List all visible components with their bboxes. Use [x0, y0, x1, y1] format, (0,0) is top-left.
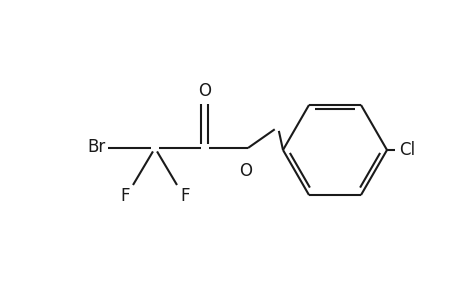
Text: O: O	[239, 162, 252, 180]
Text: Cl: Cl	[398, 141, 414, 159]
Text: F: F	[120, 187, 130, 205]
Text: Br: Br	[88, 138, 106, 156]
Text: F: F	[179, 187, 189, 205]
Text: O: O	[198, 82, 211, 100]
